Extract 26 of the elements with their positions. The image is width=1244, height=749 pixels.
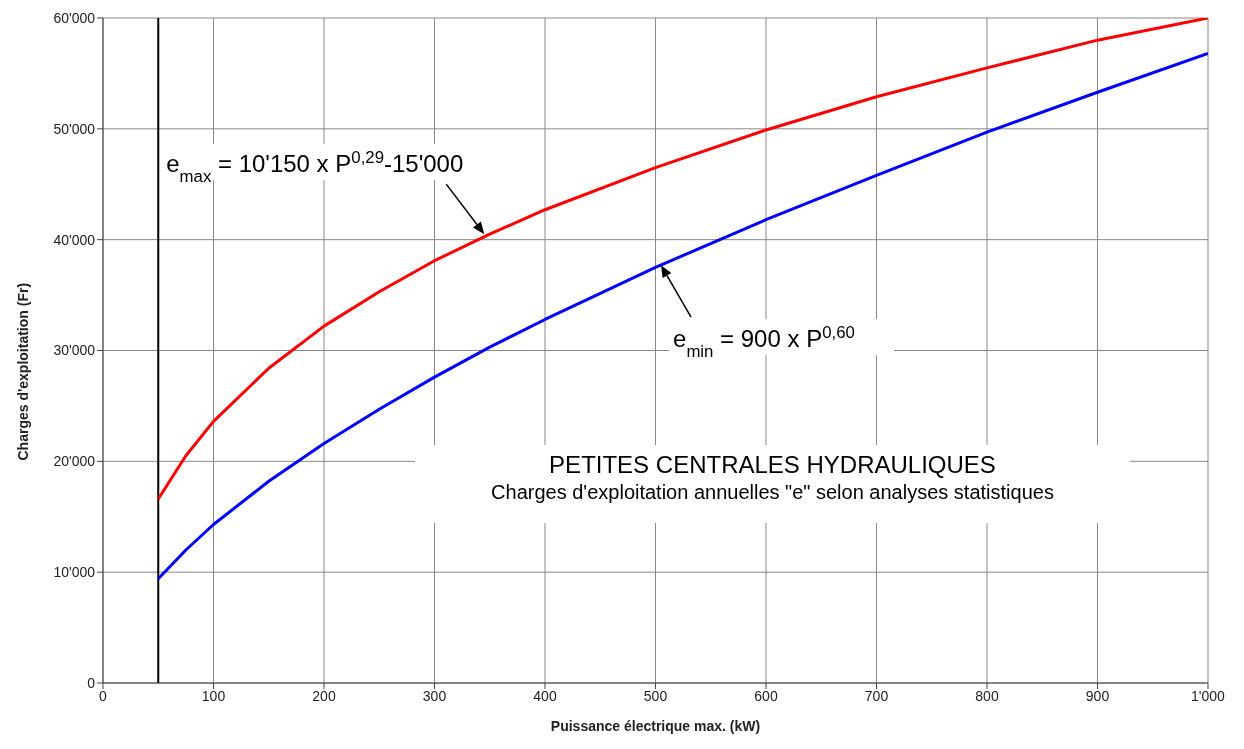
annotation: e$_{max}$ = 10'150 x P$^{0,29}$-15'000 <box>166 147 464 186</box>
x-tick-label: 500 <box>643 687 668 704</box>
line-series <box>156 51 1208 581</box>
line-series <box>156 18 1208 501</box>
y-tick-label: 0 <box>87 674 96 691</box>
y-tick-label: 40'000 <box>53 231 96 248</box>
y-tick-label: 10'000 <box>53 564 96 581</box>
y-axis-title: Charges d'exploitation (Fr) <box>14 282 31 461</box>
y-tick-label: 30'000 <box>53 342 96 359</box>
x-tick-label: 600 <box>754 687 778 704</box>
x-axis-title: Puissance électrique max. (kW) <box>550 718 761 734</box>
x-tick-label: 900 <box>1085 687 1110 704</box>
y-tick-label: 20'000 <box>53 453 96 470</box>
x-tick-label: 800 <box>975 687 999 704</box>
x-tick-label: 200 <box>312 687 336 704</box>
x-tick-label: 100 <box>201 687 226 704</box>
x-tick-label: 400 <box>533 687 557 704</box>
text: PETITES CENTRALES HYDRAULIQUES <box>548 451 997 479</box>
annotation: e$_{min}$ = 900 x P$^{0,60}$ <box>673 322 855 361</box>
y-tick-label: 60'000 <box>53 9 96 26</box>
text: Charges d'exploitation annuelles "e" selon analyses statistiques <box>490 481 1055 504</box>
y-tick-label: 50'000 <box>53 120 96 137</box>
x-tick-label: 300 <box>422 687 447 704</box>
x-tick-label: 0 <box>99 687 108 704</box>
x-tick-label: 1'000 <box>1191 687 1226 704</box>
x-tick-label: 700 <box>864 687 889 704</box>
